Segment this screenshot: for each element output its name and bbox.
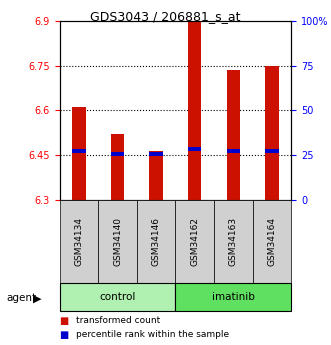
Text: transformed count: transformed count xyxy=(76,316,161,325)
Bar xyxy=(149,151,163,200)
Bar xyxy=(265,149,279,152)
Text: ▶: ▶ xyxy=(33,294,42,303)
Bar xyxy=(265,66,279,200)
Bar xyxy=(188,22,202,200)
Bar xyxy=(227,70,240,200)
Text: imatinib: imatinib xyxy=(212,292,255,302)
Text: GSM34146: GSM34146 xyxy=(152,217,161,266)
Text: agent: agent xyxy=(7,294,37,303)
Text: control: control xyxy=(99,292,136,302)
Text: GSM34140: GSM34140 xyxy=(113,217,122,266)
FancyBboxPatch shape xyxy=(253,200,291,283)
FancyBboxPatch shape xyxy=(214,200,253,283)
Text: ■: ■ xyxy=(60,330,69,339)
FancyBboxPatch shape xyxy=(98,200,137,283)
FancyBboxPatch shape xyxy=(175,283,291,310)
Text: GSM34164: GSM34164 xyxy=(267,217,276,266)
Text: GSM34162: GSM34162 xyxy=(190,217,199,266)
FancyBboxPatch shape xyxy=(60,200,98,283)
Text: percentile rank within the sample: percentile rank within the sample xyxy=(76,330,229,339)
FancyBboxPatch shape xyxy=(175,200,214,283)
Text: GSM34163: GSM34163 xyxy=(229,217,238,266)
Bar xyxy=(111,152,124,156)
Text: GSM34134: GSM34134 xyxy=(74,217,83,266)
Bar xyxy=(149,152,163,156)
FancyBboxPatch shape xyxy=(137,200,175,283)
Bar xyxy=(188,147,202,151)
Bar xyxy=(111,134,124,200)
Bar xyxy=(72,149,86,152)
FancyBboxPatch shape xyxy=(60,283,175,310)
Bar xyxy=(227,149,240,152)
Text: GDS3043 / 206881_s_at: GDS3043 / 206881_s_at xyxy=(90,10,241,23)
Text: ■: ■ xyxy=(60,316,69,326)
Bar xyxy=(72,107,86,200)
